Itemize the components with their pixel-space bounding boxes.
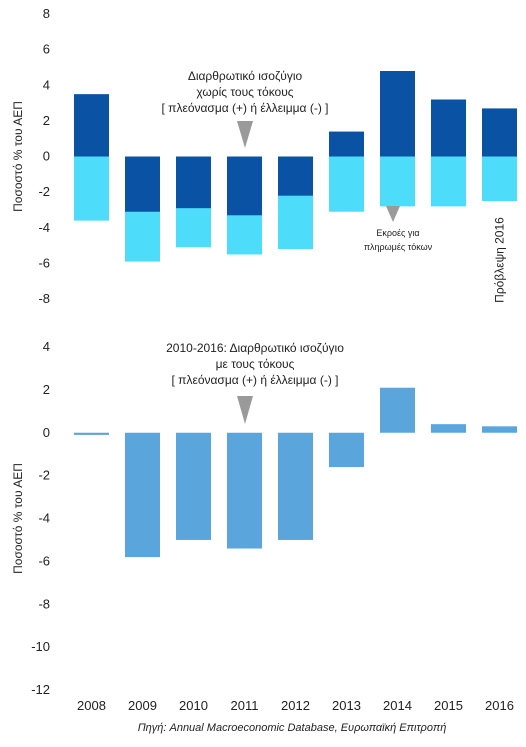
bottom-y-tick-label: -8 — [38, 596, 50, 611]
bottom-y-tick-label: -4 — [38, 511, 50, 526]
balance-bar — [125, 432, 160, 558]
top-y-tick-label: 0 — [43, 149, 50, 164]
bottom-annotation-line: [ πλεόνασμα (+) ή έλλειμμα (-) ] — [172, 373, 339, 387]
balance-bar — [278, 432, 313, 540]
balance-bar — [227, 432, 262, 549]
bottom-y-tick-label: -6 — [38, 553, 50, 568]
top-y-tick-label: 4 — [43, 77, 50, 92]
primary-balance-bar — [176, 156, 211, 209]
top-annotation-line: Διαρθρωτικό ισοζύγιο — [188, 69, 303, 83]
x-tick-label: 2009 — [128, 698, 157, 713]
bottom-annotation-line: 2010-2016: Διαρθρωτικό ισοζύγιο — [166, 341, 344, 355]
top-y-tick-label: 8 — [43, 6, 50, 21]
interest-bar — [431, 156, 466, 207]
bottom-y-tick-label: -12 — [31, 682, 50, 697]
top-y-tick-label: -8 — [38, 291, 50, 306]
bottom-y-tick-label: -10 — [31, 639, 50, 654]
x-tick-label: 2011 — [231, 698, 259, 713]
top-y-tick-label: -6 — [38, 255, 50, 270]
balance-bar — [329, 432, 364, 468]
interest-note-line: Εκροές για — [376, 228, 419, 238]
balance-bar — [176, 432, 211, 540]
top-annotation-line: χωρίς τους τόκους — [196, 85, 293, 99]
primary-balance-bar — [329, 131, 364, 157]
bottom-annotation-arrow — [237, 396, 253, 424]
interest-note-line: πληρωμές τόκων — [364, 242, 433, 252]
interest-bar — [482, 156, 517, 202]
top-y-tick-label: -4 — [38, 220, 50, 235]
primary-balance-bar — [431, 99, 466, 157]
x-tick-label: 2016 — [485, 698, 514, 713]
top-annotation-line: [ πλεόνασμα (+) ή έλλειμμα (-) ] — [162, 101, 329, 115]
top-y-tick-label: -2 — [38, 184, 50, 199]
bottom-annotation-line: με τους τόκους — [216, 357, 295, 371]
top-y-axis-label: Ποσοστό % του ΑΕΠ — [11, 101, 25, 212]
x-tick-label: 2015 — [434, 698, 463, 713]
bottom-y-tick-label: 2 — [43, 382, 50, 397]
top-y-tick-label: 2 — [43, 113, 50, 128]
bottom-y-axis-label: Ποσοστό % του ΑΕΠ — [11, 463, 25, 574]
primary-balance-bar — [125, 156, 160, 212]
forecast-label: Πρόβλεψη 2016 — [493, 217, 507, 303]
top-y-tick-label: 6 — [43, 42, 50, 57]
primary-balance-bar — [482, 108, 517, 157]
interest-bar — [380, 156, 415, 207]
bottom-chart: 4 2 0 -2 -4 -6 -8 -10 -12 Ποσοστό % του ΑΕΠ 2010-2… — [11, 339, 517, 697]
primary-balance-bar — [380, 71, 415, 157]
bottom-y-tick-label: 0 — [43, 425, 50, 440]
interest-note-arrow — [386, 206, 400, 222]
x-tick-label: 2012 — [281, 698, 310, 713]
interest-bar — [74, 156, 109, 221]
top-annotation-arrow — [237, 121, 253, 148]
source-note: Πηγή: Annual Macroeconomic Database, Ευρ… — [138, 722, 447, 734]
top-chart: 8 6 4 2 0 -2 -4 -6 -8 Ποσοστό % του ΑΕΠ Διαρθρωτικ… — [11, 6, 517, 306]
x-tick-label: 2013 — [332, 698, 361, 713]
x-tick-label: 2008 — [77, 698, 106, 713]
balance-bar — [431, 424, 466, 433]
balance-bar — [380, 387, 415, 433]
balance-bar — [74, 432, 109, 435]
x-axis: 2008 2009 2010 2011 2012 2013 2014 2015 2016 — [77, 698, 514, 713]
balance-bar — [482, 426, 517, 433]
primary-balance-bar — [227, 156, 262, 216]
bottom-y-tick-label: -2 — [38, 468, 50, 483]
x-tick-label: 2014 — [383, 698, 412, 713]
bottom-y-tick-label: 4 — [43, 339, 50, 354]
x-tick-label: 2010 — [179, 698, 208, 713]
primary-balance-bar — [278, 156, 313, 196]
primary-balance-bar — [74, 94, 109, 157]
interest-bar — [329, 156, 364, 212]
